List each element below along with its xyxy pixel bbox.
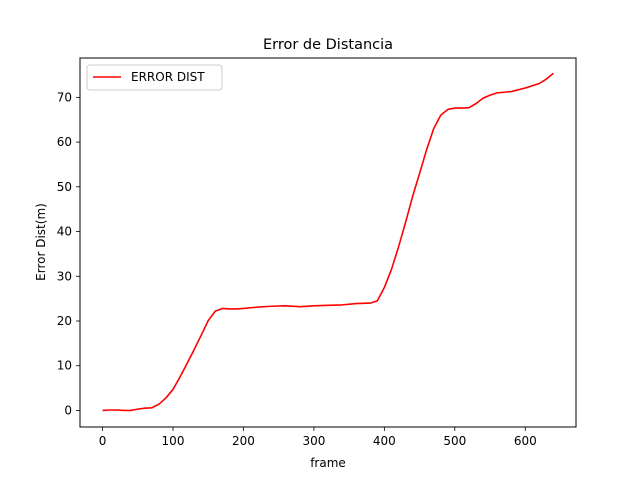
x-tick-label: 300: [302, 434, 325, 448]
y-tick-label: 30: [57, 269, 72, 283]
chart-title: Error de Distancia: [263, 37, 393, 53]
x-tick-label: 200: [232, 434, 255, 448]
x-tick-label: 400: [373, 434, 396, 448]
y-tick-label: 70: [57, 90, 72, 104]
y-tick-label: 60: [57, 135, 72, 149]
series-layer: [102, 72, 554, 412]
x-tick-label: 500: [443, 434, 466, 448]
x-axis-label: frame: [310, 456, 346, 470]
legend: ERROR DIST: [86, 64, 223, 91]
y-tick-label: 40: [57, 225, 72, 239]
y-axis-label: Error Dist(m): [34, 203, 48, 281]
x-tick-label: 0: [99, 434, 107, 448]
x-tick-label: 600: [514, 434, 537, 448]
x-tick-label: 100: [162, 434, 185, 448]
plot-frame: [79, 57, 577, 428]
y-tick-label: 50: [57, 180, 72, 194]
y-tick-label: 0: [64, 403, 72, 417]
y-tick-label: 10: [57, 359, 72, 373]
y-axis: 0 10 20 30 40 50 60 70: [57, 90, 80, 417]
legend-label: ERROR DIST: [131, 70, 205, 84]
y-tick-label: 20: [57, 314, 72, 328]
legend-box: [86, 64, 223, 91]
series-line-error-dist: [102, 72, 554, 412]
x-axis: 0 100 200 300 400 500 600: [99, 427, 537, 448]
